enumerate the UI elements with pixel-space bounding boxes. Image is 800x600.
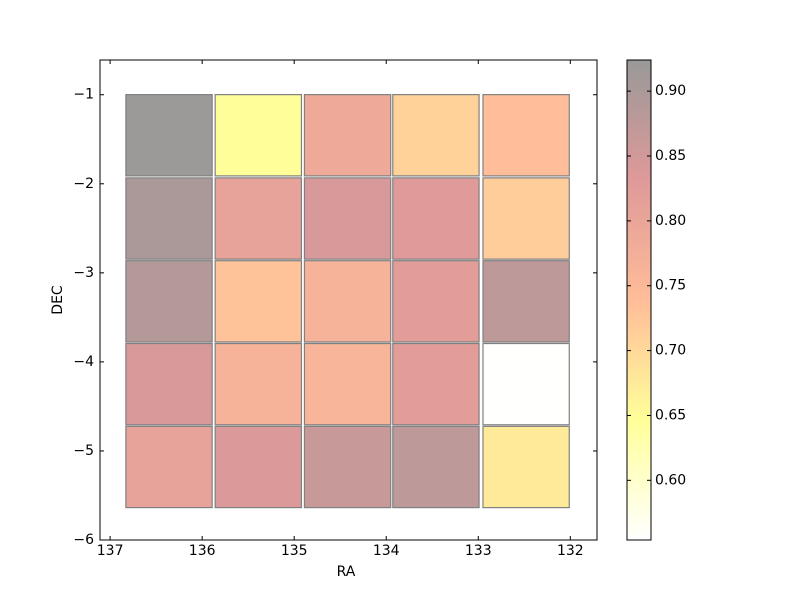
y-tick-label: −3 — [73, 265, 94, 281]
x-axis-label: RA — [337, 564, 356, 580]
cell-background — [125, 260, 213, 342]
cell-background — [304, 426, 391, 508]
cell-background — [392, 343, 480, 425]
cell-background — [392, 177, 480, 260]
cell-background — [392, 94, 480, 176]
cell-background — [125, 177, 213, 260]
cell — [482, 342, 570, 426]
cell — [303, 425, 392, 509]
cell — [482, 260, 570, 343]
cell — [303, 260, 392, 343]
cell — [303, 94, 392, 177]
cell — [214, 342, 303, 426]
cell-background — [215, 94, 302, 176]
cell-background — [482, 94, 570, 176]
y-axis-label: DEC — [50, 285, 66, 315]
x-tick-label: 135 — [281, 543, 308, 559]
cell — [303, 342, 392, 426]
cell — [392, 425, 480, 509]
cell-background — [125, 426, 213, 508]
colorbar-tick-label: 0.85 — [655, 148, 686, 164]
cell — [482, 260, 570, 343]
cell — [303, 260, 392, 343]
cell — [482, 177, 570, 260]
colorbar-tick-label: 0.75 — [655, 278, 686, 294]
cell — [482, 342, 570, 426]
cell — [125, 260, 213, 343]
y-tick-label: −1 — [73, 87, 94, 103]
cell-background — [215, 343, 302, 425]
cell-background — [482, 260, 570, 342]
colorbar-tick-label: 0.65 — [655, 407, 686, 423]
cell — [214, 425, 303, 509]
cell-background — [304, 177, 391, 260]
cell — [125, 425, 213, 509]
cell — [392, 260, 480, 343]
x-tick-label: 134 — [373, 543, 400, 559]
colorbar-tick-label: 0.60 — [655, 472, 686, 488]
cell — [392, 342, 480, 426]
cell-background — [482, 177, 570, 260]
cell — [214, 177, 303, 260]
cell — [482, 94, 570, 177]
cell — [392, 177, 480, 260]
plot-frame — [99, 59, 598, 541]
colorbar-tick-label: 0.70 — [655, 343, 686, 359]
cell-background — [125, 94, 213, 176]
cell — [125, 260, 213, 343]
cell — [392, 94, 480, 177]
cell — [125, 94, 213, 177]
y-tick-label: −5 — [73, 443, 94, 459]
cell — [214, 94, 303, 177]
cell-background — [482, 426, 570, 508]
cell — [482, 425, 570, 509]
cell — [392, 425, 480, 509]
cell — [392, 94, 480, 177]
cell-background — [304, 260, 391, 342]
cell-background — [392, 260, 480, 342]
x-tick-label: 133 — [465, 543, 492, 559]
cell-background — [304, 94, 391, 176]
y-tick-label: −4 — [73, 354, 94, 370]
cell — [392, 342, 480, 426]
cell — [482, 177, 570, 260]
cell — [214, 260, 303, 343]
cell — [303, 94, 392, 177]
colorbar-tick-label: 0.90 — [655, 83, 686, 99]
colorbar-tick-label: 0.80 — [655, 213, 686, 229]
cell — [125, 177, 213, 260]
cell — [125, 425, 213, 509]
cell-background — [125, 343, 213, 425]
cell-background — [304, 343, 391, 425]
cell — [125, 342, 213, 426]
cell — [125, 177, 213, 260]
y-tick-label: −2 — [73, 176, 94, 192]
x-tick-label: 136 — [189, 543, 216, 559]
cell — [214, 177, 303, 260]
x-tick-label: 132 — [557, 543, 584, 559]
y-tick-label: −6 — [73, 532, 94, 548]
cell — [303, 177, 392, 260]
cell — [303, 342, 392, 426]
cell-background — [392, 426, 480, 508]
colorbar — [626, 59, 652, 541]
cell — [482, 94, 570, 177]
cell — [125, 342, 213, 426]
cell-background — [482, 343, 570, 425]
cell — [125, 94, 213, 177]
cell-background — [215, 260, 302, 342]
cell-background — [215, 177, 302, 260]
cell — [392, 177, 480, 260]
cell — [303, 425, 392, 509]
cell — [214, 342, 303, 426]
cell — [214, 260, 303, 343]
cell — [214, 425, 303, 509]
cell — [482, 425, 570, 509]
cell-background — [215, 426, 302, 508]
cell — [214, 94, 303, 177]
cell — [392, 260, 480, 343]
x-tick-label: 137 — [97, 543, 124, 559]
cell — [303, 177, 392, 260]
